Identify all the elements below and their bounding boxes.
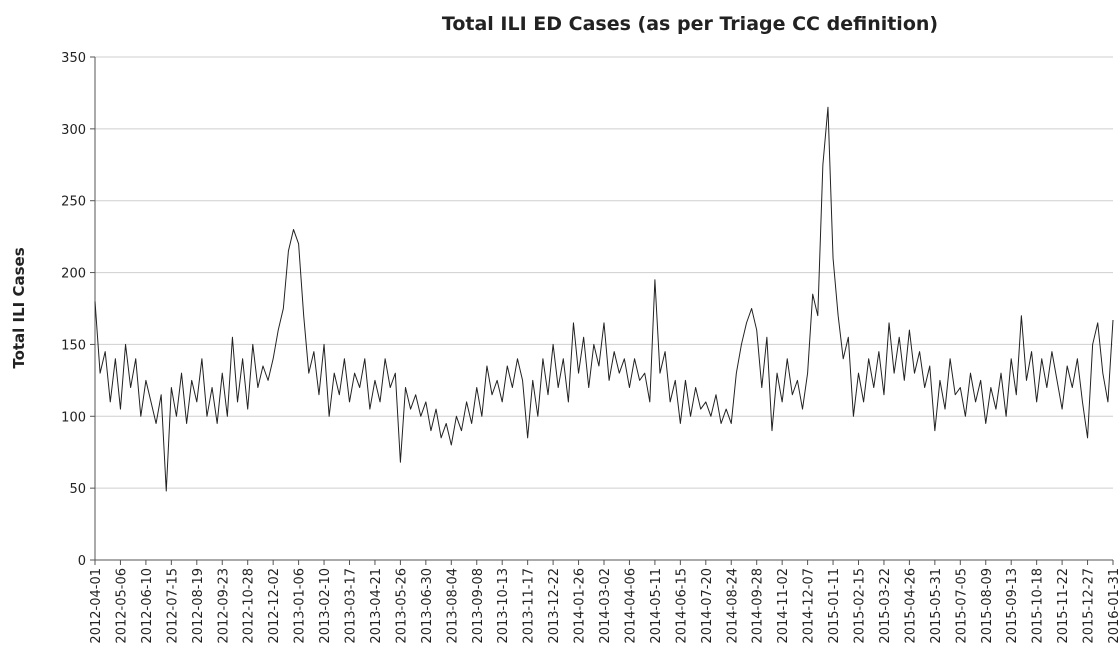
x-tick-label: 2015-02-15: [853, 568, 868, 644]
data-line: [94, 106, 1114, 492]
x-tick-label: 2013-08-04: [445, 568, 460, 644]
x-tick-label: 2012-09-23: [216, 568, 231, 644]
x-tick-label: 2012-07-15: [165, 568, 180, 644]
x-tick-label: 2015-07-05: [954, 568, 969, 644]
x-tick-label: 2015-08-09: [980, 568, 995, 644]
y-tick-label: 350: [61, 51, 86, 66]
x-tick-label: 2014-04-06: [623, 568, 638, 644]
x-tick-label: 2013-12-22: [547, 568, 562, 644]
x-tick-label: 2015-05-31: [929, 568, 944, 644]
x-tick-label: 2014-06-15: [674, 568, 689, 644]
x-tick-label: 2012-12-02: [267, 568, 282, 644]
x-tick-label: 2014-03-02: [598, 568, 613, 644]
x-tick-label: 2013-11-17: [522, 568, 537, 644]
x-tick-label: 2012-06-10: [140, 568, 155, 644]
x-tick-label: 2014-07-20: [700, 568, 715, 644]
x-tick-label: 2015-11-22: [1056, 568, 1071, 644]
x-tick-label: 2014-09-28: [751, 568, 766, 644]
x-tick-label: 2013-04-21: [369, 568, 384, 644]
x-tick-label: 2012-10-28: [242, 568, 257, 644]
x-tick-label: 2014-01-26: [573, 568, 588, 644]
y-axis-label: Total ILI Cases: [10, 247, 28, 368]
y-tick-label: 200: [61, 267, 86, 282]
y-tick-label: 0: [78, 554, 86, 569]
y-tick-label: 300: [61, 123, 86, 138]
x-tick-label: 2013-09-08: [471, 568, 486, 644]
x-tick-label: 2013-02-10: [318, 568, 333, 644]
x-tick-label: 2013-05-26: [394, 568, 409, 644]
y-tick-label: 250: [61, 195, 86, 210]
x-tick-label: 2015-10-18: [1031, 568, 1046, 644]
chart-title: Total ILI ED Cases (as per Triage CC def…: [442, 13, 938, 35]
x-tick-label: 2012-05-06: [114, 568, 129, 644]
x-tick-label: 2015-12-27: [1082, 568, 1097, 644]
y-tick-label: 50: [69, 482, 86, 497]
x-tick-label: 2012-04-01: [89, 568, 104, 644]
x-tick-label: 2014-08-24: [725, 568, 740, 644]
x-tick-label: 2013-03-17: [344, 568, 359, 644]
x-tick-label: 2012-08-19: [191, 568, 206, 644]
x-tick-label: 2015-03-22: [878, 568, 893, 644]
x-tick-label: 2015-01-11: [827, 568, 842, 644]
x-tick-label: 2015-04-26: [903, 568, 918, 644]
x-tick-label: 2013-01-06: [293, 568, 308, 644]
x-tick-label: 2014-05-11: [649, 568, 664, 644]
x-tick-label: 2014-12-07: [802, 568, 817, 644]
x-tick-label: 2016-01-31: [1107, 568, 1120, 644]
y-tick-label: 100: [61, 410, 86, 425]
y-tick-label: 150: [61, 338, 86, 353]
x-tick-label: 2013-10-13: [496, 568, 511, 644]
x-tick-label: 2013-06-30: [420, 568, 435, 644]
x-tick-label: 2014-11-02: [776, 568, 791, 644]
x-tick-label: 2015-09-13: [1005, 568, 1020, 644]
